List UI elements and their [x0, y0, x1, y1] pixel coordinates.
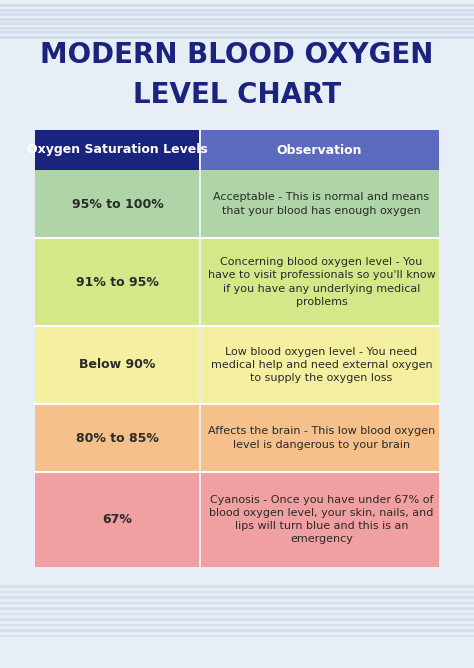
Bar — [0, 4, 474, 7]
Bar — [199, 130, 201, 170]
Bar — [0, 591, 474, 593]
Text: Low blood oxygen level - You need
medical help and need external oxygen
to suppl: Low blood oxygen level - You need medica… — [210, 347, 432, 383]
Bar — [0, 623, 474, 626]
Bar — [201, 170, 439, 238]
Bar — [200, 130, 439, 170]
Bar — [35, 326, 199, 404]
Bar — [201, 404, 439, 472]
Text: 80% to 85%: 80% to 85% — [76, 432, 159, 444]
Text: Acceptable - This is normal and means
that your blood has enough oxygen: Acceptable - This is normal and means th… — [213, 192, 429, 216]
Text: 91% to 95%: 91% to 95% — [76, 275, 159, 289]
Bar — [0, 27, 474, 29]
Bar — [35, 472, 199, 567]
Bar — [0, 618, 474, 621]
Text: 67%: 67% — [102, 513, 132, 526]
Text: 95% to 100%: 95% to 100% — [72, 198, 164, 210]
Bar — [35, 130, 200, 170]
Text: Observation: Observation — [277, 144, 362, 156]
Bar — [0, 17, 474, 21]
Bar — [0, 613, 474, 615]
Bar — [0, 629, 474, 631]
Text: Below 90%: Below 90% — [79, 359, 155, 371]
Text: Oxygen Saturation Levels: Oxygen Saturation Levels — [27, 144, 208, 156]
Bar — [0, 601, 474, 604]
Bar — [201, 326, 439, 404]
Text: LEVEL CHART: LEVEL CHART — [133, 81, 341, 109]
Text: Affects the brain - This low blood oxygen
level is dangerous to your brain: Affects the brain - This low blood oxyge… — [208, 426, 435, 450]
Bar — [0, 607, 474, 609]
Bar — [0, 635, 474, 637]
Bar — [0, 31, 474, 34]
Bar — [0, 35, 474, 39]
Bar — [0, 9, 474, 11]
Bar — [0, 22, 474, 25]
Bar — [35, 238, 199, 326]
Bar — [201, 472, 439, 567]
Bar — [35, 170, 199, 238]
Text: MODERN BLOOD OXYGEN: MODERN BLOOD OXYGEN — [40, 41, 434, 69]
Bar — [201, 238, 439, 326]
Bar — [0, 596, 474, 599]
Text: Concerning blood oxygen level - You
have to visit professionals so you'll know
i: Concerning blood oxygen level - You have… — [208, 257, 436, 307]
Bar — [35, 404, 199, 472]
Text: Cyanosis - Once you have under 67% of
blood oxygen level, your skin, nails, and
: Cyanosis - Once you have under 67% of bl… — [210, 495, 434, 544]
Bar — [0, 13, 474, 16]
Bar — [0, 585, 474, 587]
